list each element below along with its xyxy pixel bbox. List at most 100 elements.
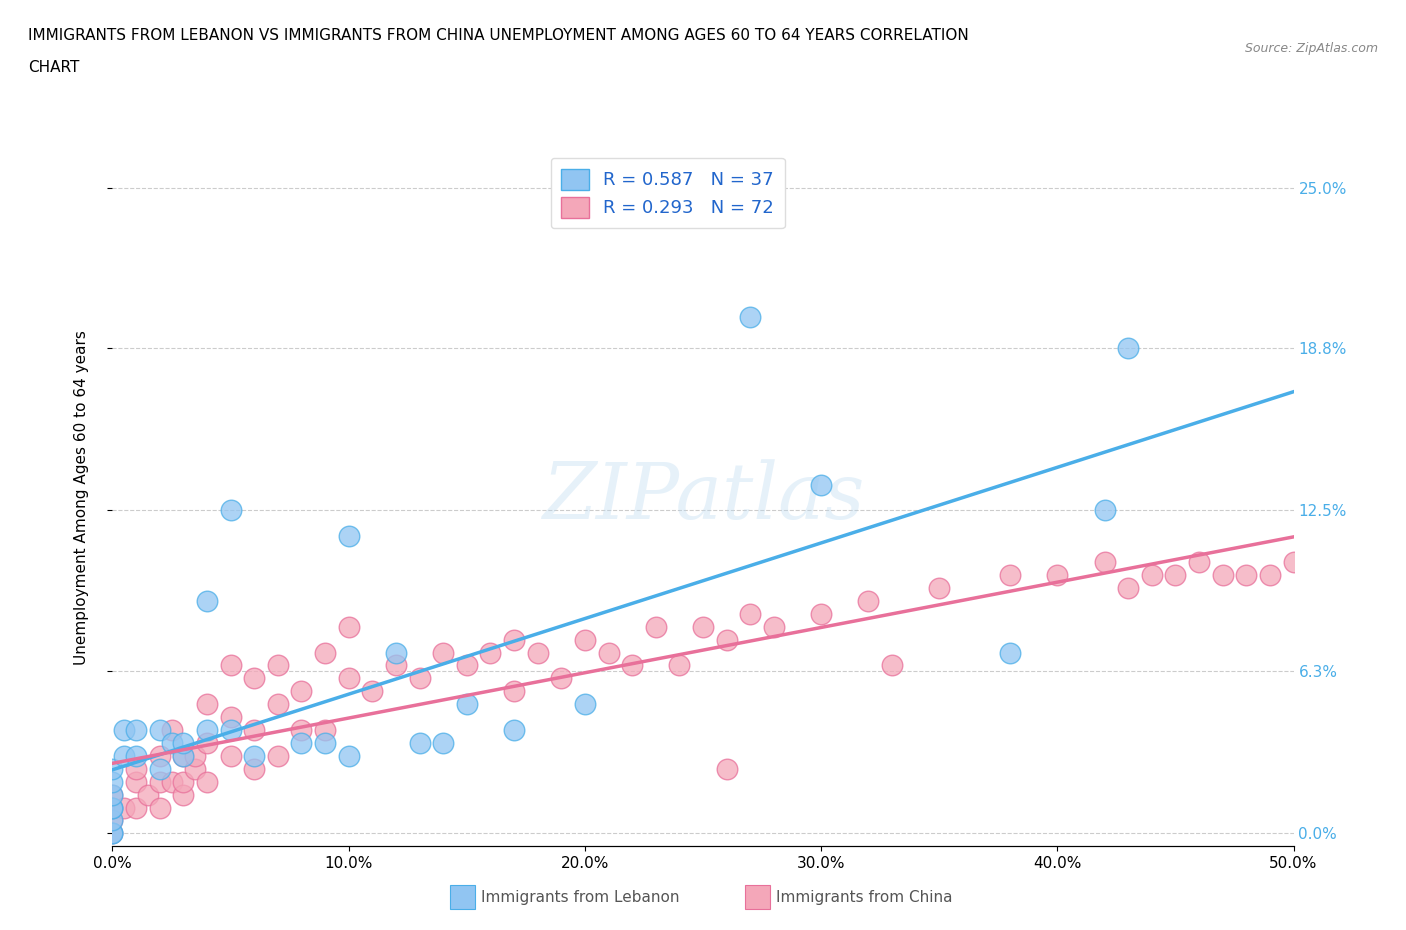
Point — [101, 826, 124, 841]
Point — [267, 697, 290, 711]
Point — [219, 658, 242, 673]
Point — [928, 580, 950, 595]
Text: ZIPatlas: ZIPatlas — [541, 459, 865, 536]
Point — [195, 736, 218, 751]
Point — [550, 671, 572, 685]
Point — [101, 787, 124, 802]
Point — [149, 723, 172, 737]
Point — [195, 593, 218, 608]
Point — [101, 787, 124, 802]
Point — [172, 775, 194, 790]
Point — [314, 736, 336, 751]
Point — [290, 723, 312, 737]
Point — [1234, 567, 1257, 582]
Point — [101, 813, 124, 828]
Point — [149, 775, 172, 790]
Point — [621, 658, 644, 673]
Point — [314, 645, 336, 660]
Point — [125, 723, 148, 737]
Point — [361, 684, 384, 698]
Point — [101, 762, 124, 777]
Point — [880, 658, 903, 673]
Point — [1212, 567, 1234, 582]
Point — [503, 723, 526, 737]
Point — [740, 606, 762, 621]
Point — [195, 723, 218, 737]
Legend: R = 0.587   N = 37, R = 0.293   N = 72: R = 0.587 N = 37, R = 0.293 N = 72 — [551, 158, 785, 229]
Point — [432, 645, 454, 660]
Point — [160, 723, 183, 737]
Point — [290, 684, 312, 698]
Point — [184, 762, 207, 777]
Point — [267, 749, 290, 764]
Point — [243, 762, 266, 777]
Point — [574, 697, 596, 711]
Point — [219, 723, 242, 737]
Point — [243, 723, 266, 737]
Point — [243, 671, 266, 685]
Point — [125, 762, 148, 777]
Point — [716, 632, 738, 647]
Point — [125, 749, 148, 764]
Point — [219, 749, 242, 764]
Point — [1282, 554, 1305, 569]
Point — [716, 762, 738, 777]
Point — [574, 632, 596, 647]
Point — [160, 775, 183, 790]
Point — [1164, 567, 1187, 582]
Point — [243, 749, 266, 764]
Point — [408, 736, 430, 751]
Point — [644, 619, 666, 634]
Point — [810, 477, 832, 492]
Point — [598, 645, 620, 660]
Text: CHART: CHART — [28, 60, 80, 75]
Point — [998, 645, 1021, 660]
Point — [1094, 554, 1116, 569]
Point — [172, 787, 194, 802]
Point — [172, 749, 194, 764]
Point — [101, 800, 124, 815]
Point — [101, 826, 124, 841]
Point — [456, 697, 478, 711]
Point — [101, 813, 124, 828]
Point — [337, 671, 360, 685]
Point — [337, 619, 360, 634]
Point — [101, 826, 124, 841]
Point — [101, 775, 124, 790]
Point — [219, 710, 242, 724]
Point — [219, 503, 242, 518]
Point — [160, 736, 183, 751]
Point — [149, 800, 172, 815]
Point — [998, 567, 1021, 582]
Point — [149, 762, 172, 777]
Point — [1094, 503, 1116, 518]
Point — [267, 658, 290, 673]
Point — [112, 749, 135, 764]
Text: Immigrants from China: Immigrants from China — [776, 890, 953, 905]
Point — [1116, 340, 1139, 355]
Point — [125, 800, 148, 815]
Point — [1116, 580, 1139, 595]
Y-axis label: Unemployment Among Ages 60 to 64 years: Unemployment Among Ages 60 to 64 years — [75, 330, 89, 665]
Point — [408, 671, 430, 685]
Point — [503, 632, 526, 647]
Point — [526, 645, 548, 660]
Point — [125, 775, 148, 790]
Text: Immigrants from Lebanon: Immigrants from Lebanon — [481, 890, 679, 905]
Point — [692, 619, 714, 634]
Point — [479, 645, 502, 660]
Point — [314, 723, 336, 737]
Point — [810, 606, 832, 621]
Point — [101, 800, 124, 815]
Point — [668, 658, 690, 673]
Point — [503, 684, 526, 698]
Point — [1188, 554, 1211, 569]
Point — [740, 310, 762, 325]
Point — [337, 529, 360, 544]
Text: Source: ZipAtlas.com: Source: ZipAtlas.com — [1244, 42, 1378, 55]
Point — [290, 736, 312, 751]
Point — [1258, 567, 1281, 582]
Point — [1046, 567, 1069, 582]
Point — [762, 619, 785, 634]
Point — [432, 736, 454, 751]
